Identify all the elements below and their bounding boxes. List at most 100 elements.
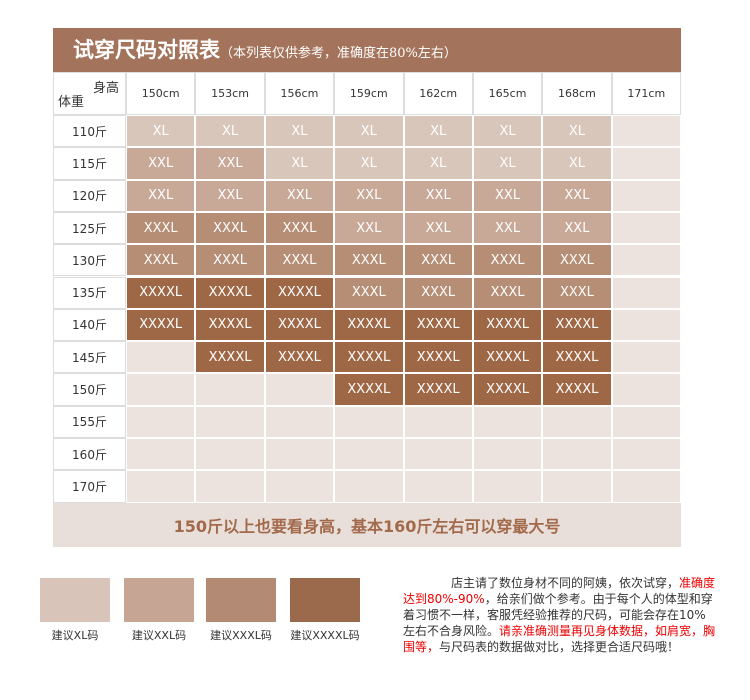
size-cell: XL <box>126 115 196 148</box>
size-cell <box>126 405 196 438</box>
size-cell: XXL <box>403 179 473 212</box>
size-cell <box>611 470 681 503</box>
legend-swatch <box>40 578 110 622</box>
size-cell: XXXL <box>472 244 543 277</box>
size-cell <box>334 438 404 471</box>
size-cell <box>126 470 196 503</box>
row-header: 115斤 <box>53 147 126 180</box>
size-cell: XXXXL <box>264 308 335 342</box>
size-cell: XXL <box>403 211 473 245</box>
size-cell: XXXL <box>264 244 335 277</box>
column-header: 156cm <box>264 72 335 115</box>
size-cell: XL <box>264 147 335 180</box>
size-cell: XXXL <box>126 211 196 245</box>
row-header: 110斤 <box>53 115 126 148</box>
legend-label: 建议XXL码 <box>131 629 187 642</box>
subtitle: （本列表仅供参考，准确度在80%左右） <box>220 46 457 61</box>
size-cell <box>195 470 265 503</box>
row-header: 125斤 <box>53 211 126 245</box>
size-cell: XXXL <box>195 244 265 277</box>
size-cell <box>611 438 681 471</box>
row-header: 120斤 <box>53 179 126 212</box>
size-cell: XXXL <box>126 244 196 277</box>
size-cell <box>611 276 681 309</box>
size-cell: XXXL <box>403 244 473 277</box>
size-cell: XXL <box>542 179 612 212</box>
size-cell <box>611 147 681 180</box>
size-cell <box>542 438 612 471</box>
size-cell: XXL <box>472 179 543 212</box>
row-header: 155斤 <box>53 405 126 438</box>
column-header: 165cm <box>472 72 543 115</box>
size-cell: XXXL <box>264 211 335 245</box>
note: 店主请了数位身材不同的阿姨，依次试穿，准确度达到80%-90%，给亲们做个参考。… <box>403 575 717 655</box>
corner-top: 身高 <box>92 81 119 96</box>
size-cell <box>264 373 335 406</box>
corner: 身高 体重 <box>53 72 126 115</box>
size-cell <box>542 470 612 503</box>
size-cell: XXL <box>472 211 543 245</box>
size-cell: XXL <box>195 147 265 180</box>
size-cell <box>195 373 265 406</box>
size-cell <box>126 341 196 374</box>
size-cell: XXXXL <box>334 373 404 406</box>
size-cell: XXXXL <box>264 276 335 309</box>
note-segment: 请亲准确测量再见身体数据，如肩宽，胸围等， <box>403 624 716 654</box>
size-cell: XXXXL <box>403 373 473 406</box>
size-cell <box>264 405 335 438</box>
size-cell <box>542 405 612 438</box>
size-cell: XL <box>403 147 473 180</box>
legend-label: 建议XXXXL码 <box>290 629 360 642</box>
size-cell: XXXL <box>542 244 612 277</box>
size-cell <box>195 438 265 471</box>
size-cell <box>334 470 404 503</box>
size-cell: XXXXL <box>542 341 612 374</box>
size-cell: XL <box>334 147 404 180</box>
size-cell <box>611 341 681 374</box>
size-cell: XL <box>403 115 473 148</box>
column-header: 153cm <box>195 72 265 115</box>
size-cell: XL <box>472 147 543 180</box>
note-segment: ，给亲们做个参考。由于每个人的体型和穿着习惯不一样，客服凭经验推荐的尺码，可能会… <box>403 592 713 638</box>
size-cell: XXL <box>126 179 196 212</box>
size-cell: XXL <box>264 179 335 212</box>
size-cell <box>334 405 404 438</box>
size-cell: XXXXL <box>542 373 612 406</box>
note-segment: 与尺码表的数据做对比，选择更合适尺码哦！ <box>439 640 680 654</box>
column-header: 159cm <box>334 72 404 115</box>
size-cell <box>611 405 681 438</box>
size-cell: XXXXL <box>403 341 473 374</box>
size-cell <box>403 405 473 438</box>
size-cell <box>611 308 681 342</box>
size-cell: XXXXL <box>403 308 473 342</box>
size-cell: XXXXL <box>542 308 612 342</box>
row-header: 145斤 <box>53 341 126 374</box>
row-header: 140斤 <box>53 308 126 342</box>
size-cell: XXXL <box>472 276 543 309</box>
size-cell: XXXL <box>195 211 265 245</box>
size-cell: XXXXL <box>264 341 335 374</box>
note-segment: 店主请了数位身材不同的阿姨，依次试穿， <box>451 576 680 590</box>
size-cell: XXL <box>542 211 612 245</box>
column-header: 168cm <box>542 72 612 115</box>
size-cell: XXL <box>126 147 196 180</box>
legend-swatch <box>290 578 360 622</box>
size-cell <box>126 373 196 406</box>
row-header: 170斤 <box>53 470 126 503</box>
size-cell: XL <box>195 115 265 148</box>
size-cell: XXL <box>195 179 265 212</box>
corner-left: 体重 <box>58 95 85 110</box>
size-cell: XXXXL <box>126 308 196 342</box>
size-cell: XL <box>334 115 404 148</box>
size-cell <box>611 244 681 277</box>
row-header: 160斤 <box>53 438 126 471</box>
size-cell <box>611 115 681 148</box>
size-cell: XXXXL <box>334 341 404 374</box>
size-cell: XXXXL <box>195 308 265 342</box>
size-cell: XL <box>542 115 612 148</box>
title-bar: 试穿尺码对照表（本列表仅供参考，准确度在80%左右） <box>53 28 681 72</box>
legend-label: 建议XL码 <box>51 629 99 642</box>
legend-label: 建议XXXL码 <box>210 629 272 642</box>
size-cell: XL <box>472 115 543 148</box>
